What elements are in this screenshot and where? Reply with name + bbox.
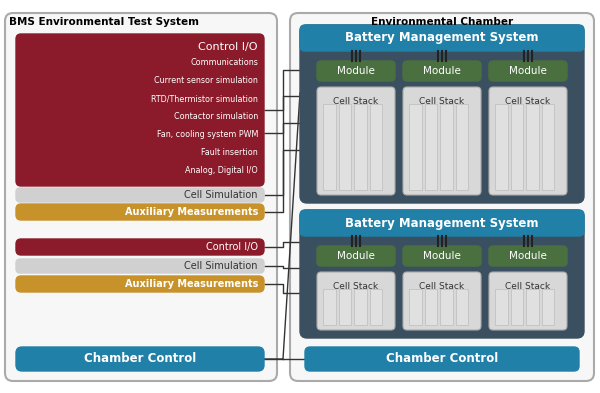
FancyBboxPatch shape: [317, 87, 395, 195]
Text: Environmental Chamber: Environmental Chamber: [371, 17, 513, 27]
Text: Analog, Digital I/O: Analog, Digital I/O: [185, 166, 258, 175]
Bar: [440, 104, 452, 190]
Bar: [455, 104, 468, 190]
Text: Communications: Communications: [190, 58, 258, 67]
Text: Cell Stack: Cell Stack: [334, 282, 379, 291]
FancyBboxPatch shape: [16, 34, 264, 186]
Bar: [495, 104, 508, 190]
Text: Cell Stack: Cell Stack: [505, 97, 551, 106]
FancyBboxPatch shape: [16, 276, 264, 292]
FancyBboxPatch shape: [300, 210, 584, 236]
FancyBboxPatch shape: [16, 239, 264, 255]
FancyBboxPatch shape: [489, 87, 567, 195]
FancyBboxPatch shape: [489, 272, 567, 330]
Text: Cell Stack: Cell Stack: [334, 97, 379, 106]
FancyBboxPatch shape: [317, 61, 395, 81]
Bar: [440, 289, 452, 325]
Bar: [425, 104, 437, 190]
Text: RTD/Thermistor simulation: RTD/Thermistor simulation: [151, 94, 258, 103]
Text: Fault insertion: Fault insertion: [201, 148, 258, 157]
FancyBboxPatch shape: [16, 259, 264, 273]
Bar: [338, 104, 351, 190]
Text: Current sensor simulation: Current sensor simulation: [154, 76, 258, 85]
Text: Battery Management System: Battery Management System: [345, 217, 539, 230]
Bar: [511, 104, 523, 190]
FancyBboxPatch shape: [5, 13, 277, 381]
Text: Module: Module: [337, 251, 375, 261]
Text: Chamber Control: Chamber Control: [84, 353, 196, 365]
FancyBboxPatch shape: [16, 204, 264, 220]
Bar: [542, 289, 554, 325]
Text: Module: Module: [423, 251, 461, 261]
Text: Cell Simulation: Cell Simulation: [185, 190, 258, 200]
Text: Module: Module: [423, 66, 461, 76]
FancyBboxPatch shape: [300, 25, 584, 203]
FancyBboxPatch shape: [489, 61, 567, 81]
FancyBboxPatch shape: [300, 25, 584, 51]
FancyBboxPatch shape: [403, 246, 481, 266]
Text: Control I/O: Control I/O: [206, 242, 258, 252]
FancyBboxPatch shape: [403, 61, 481, 81]
Bar: [370, 104, 382, 190]
Text: Module: Module: [509, 66, 547, 76]
Text: Battery Management System: Battery Management System: [345, 31, 539, 44]
Text: Auxiliary Measurements: Auxiliary Measurements: [125, 207, 258, 217]
Bar: [526, 104, 539, 190]
FancyBboxPatch shape: [16, 188, 264, 202]
Bar: [323, 289, 335, 325]
Bar: [511, 289, 523, 325]
Text: Cell Stack: Cell Stack: [419, 97, 464, 106]
Text: Fan, cooling system PWM: Fan, cooling system PWM: [157, 130, 258, 139]
Text: Contactor simulation: Contactor simulation: [174, 112, 258, 121]
FancyBboxPatch shape: [403, 272, 481, 330]
FancyBboxPatch shape: [290, 13, 594, 381]
Bar: [354, 289, 367, 325]
FancyBboxPatch shape: [317, 246, 395, 266]
Bar: [354, 104, 367, 190]
Bar: [455, 289, 468, 325]
Text: Cell Simulation: Cell Simulation: [185, 261, 258, 271]
Text: Module: Module: [337, 66, 375, 76]
Text: Chamber Control: Chamber Control: [386, 353, 498, 365]
FancyBboxPatch shape: [16, 347, 264, 371]
Text: Control I/O: Control I/O: [199, 42, 258, 52]
Text: Auxiliary Measurements: Auxiliary Measurements: [125, 279, 258, 289]
FancyBboxPatch shape: [489, 246, 567, 266]
Bar: [425, 289, 437, 325]
FancyBboxPatch shape: [305, 347, 579, 371]
FancyBboxPatch shape: [300, 210, 584, 338]
Text: Cell Stack: Cell Stack: [505, 282, 551, 291]
FancyBboxPatch shape: [317, 272, 395, 330]
Bar: [323, 104, 335, 190]
FancyBboxPatch shape: [403, 87, 481, 195]
Bar: [409, 104, 421, 190]
Bar: [370, 289, 382, 325]
Bar: [542, 104, 554, 190]
Bar: [495, 289, 508, 325]
Bar: [526, 289, 539, 325]
Text: Module: Module: [509, 251, 547, 261]
Text: Cell Stack: Cell Stack: [419, 282, 464, 291]
Text: BMS Environmental Test System: BMS Environmental Test System: [9, 17, 199, 27]
Bar: [338, 289, 351, 325]
Bar: [409, 289, 421, 325]
